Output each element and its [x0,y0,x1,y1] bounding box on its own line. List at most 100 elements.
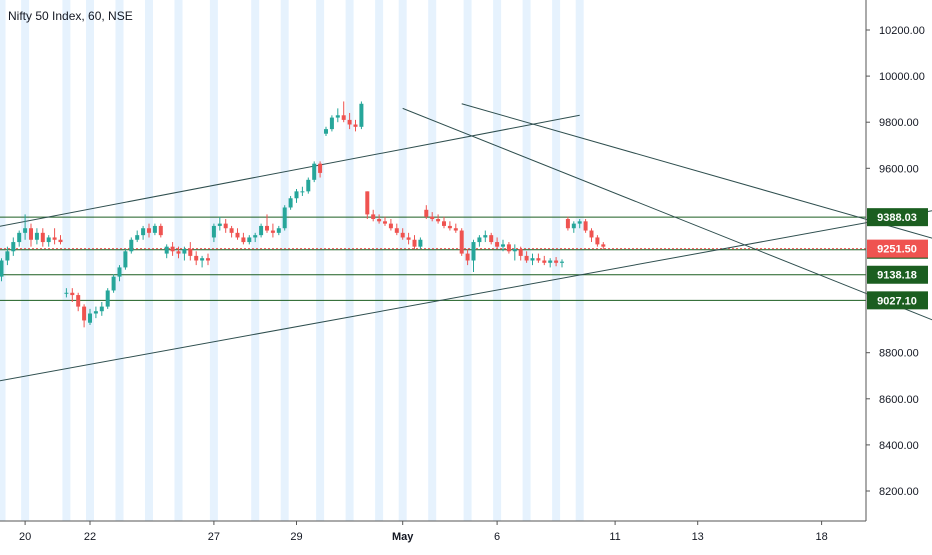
price-axis[interactable]: 10200.00 10000.00 9800.00 9600.00 8800.00 860… [865,0,925,521]
time-tick-label: 13 [692,531,704,543]
candle [135,230,140,243]
candles [0,101,606,328]
candle [34,228,39,245]
candle [306,177,311,194]
time-tick-label: 6 [494,531,500,543]
candle-body [294,191,299,199]
candle [524,251,529,263]
candle [453,223,458,233]
candle [406,232,411,245]
candle-body [383,221,387,224]
time-tick-label: 27 [208,531,220,543]
candle [235,228,240,240]
time-axis[interactable]: 20 22 27 29 May 6 11 13 18 [0,520,866,543]
candle-body [117,267,122,277]
candle [400,228,405,240]
candle [394,223,399,236]
session-band [209,0,218,521]
price-tick-label: 8600.00 [879,394,919,406]
candle-body [235,232,240,238]
candle [182,246,187,261]
trendline[interactable] [0,114,580,228]
candle-body [58,239,63,243]
candle-body [471,242,476,261]
candle [324,126,328,137]
price-tick-label: 8400.00 [879,440,919,452]
candle-body [571,223,576,229]
candle-body [253,235,258,238]
level-price-tag-text: 9027.10 [877,295,917,307]
candle [259,223,264,238]
trendline[interactable] [0,203,932,383]
candle-body [34,232,39,240]
candle [589,228,594,243]
candle [253,232,258,243]
candle [489,232,494,245]
candle [512,244,517,261]
candle [377,214,382,224]
candle [353,119,358,132]
candle [371,209,376,222]
price-tick-label: 10000.00 [879,71,925,83]
candle-body [312,163,317,180]
candle [447,221,452,231]
candle-body [105,290,110,307]
candle [241,232,246,245]
candle-body [164,246,169,254]
candle-body [141,228,146,236]
candle-body [341,115,346,120]
candle [506,242,511,254]
candle [601,242,606,249]
candle-body [565,219,570,229]
candle [194,251,199,266]
candle-body [265,225,269,231]
session-band [115,0,124,521]
trendline[interactable] [461,103,932,261]
session-band [375,0,384,521]
session-band [174,0,183,521]
candle-body [0,260,4,277]
candle [424,205,429,220]
candle-body [5,251,10,261]
candle-body [560,261,564,263]
candle [247,235,252,245]
candle-body [335,115,340,118]
candle [329,115,334,132]
candle-body [371,214,376,220]
time-tick-label: 11 [609,531,620,543]
candle-body [542,260,547,263]
candle-body [276,228,281,233]
candle [518,246,523,261]
candle [565,216,570,231]
candle [229,225,234,238]
candle [560,259,564,268]
candle [341,101,346,123]
session-band [575,0,584,521]
trendlines[interactable] [0,103,932,383]
candle [554,257,559,267]
trendline[interactable] [402,107,932,321]
session-band [316,0,325,521]
candle [152,223,157,236]
candle [82,304,87,328]
candle [141,225,146,240]
candle [117,265,122,282]
candle-body [135,235,140,240]
candle-body [40,232,45,243]
candle-body [158,225,163,236]
candle-body [259,225,264,236]
candle-body [459,230,464,254]
candle-body [418,239,423,247]
candle [477,235,482,247]
candle [595,235,600,247]
level-price-tag-text: 9138.18 [877,270,917,282]
candle [211,223,216,243]
candle-body [300,191,305,193]
price-tick-label: 8200.00 [879,486,919,498]
current-price-tag [867,239,928,258]
candle [335,108,340,123]
session-bands [0,0,584,521]
candle [17,230,22,247]
